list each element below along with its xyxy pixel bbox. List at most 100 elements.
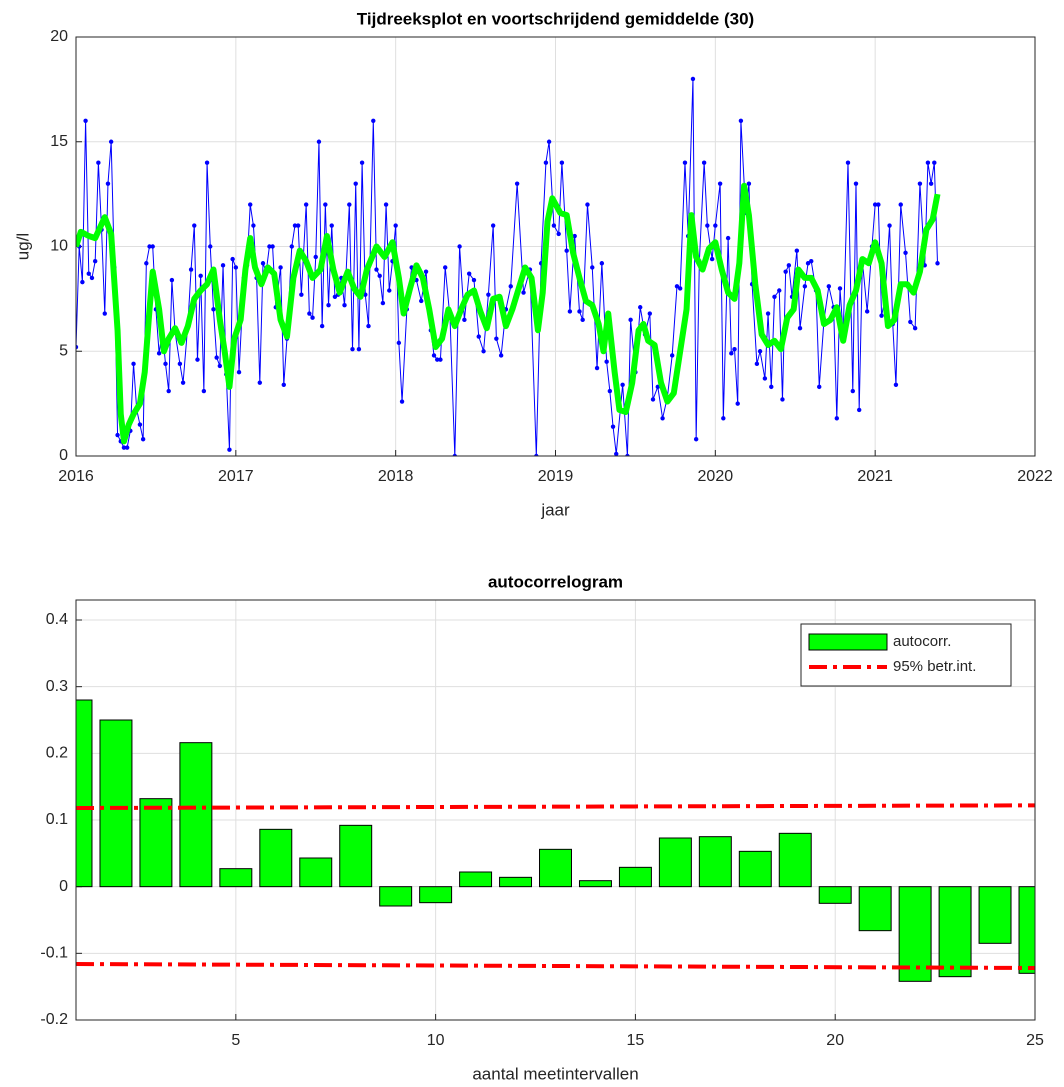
marker (350, 346, 355, 352)
marker (310, 315, 315, 320)
marker (188, 267, 194, 272)
axes-frame (75, 36, 1036, 457)
marker (669, 353, 675, 358)
marker (248, 202, 253, 207)
marker (169, 277, 175, 283)
marker (693, 437, 699, 442)
y-tick-label: 0 (59, 447, 68, 464)
marker (732, 346, 737, 352)
marker (295, 223, 301, 228)
marker (289, 244, 294, 249)
legend-label: autocorr. (893, 633, 951, 650)
marker (864, 309, 870, 314)
marker (180, 380, 186, 385)
marker (374, 267, 379, 272)
marker (908, 319, 913, 325)
marker (932, 160, 937, 165)
marker (607, 388, 613, 394)
marker (204, 160, 210, 165)
marker (772, 294, 777, 299)
marker (610, 424, 616, 429)
marker (925, 160, 931, 165)
marker (177, 361, 183, 367)
marker (590, 265, 595, 270)
marker (556, 231, 561, 237)
marker (80, 279, 85, 285)
marker (303, 202, 309, 207)
marker (251, 223, 256, 228)
marker (347, 202, 352, 207)
marker (898, 202, 903, 207)
marker (233, 265, 239, 270)
marker (115, 432, 120, 438)
marker (366, 323, 371, 329)
line (76, 803, 1035, 810)
marker (76, 344, 79, 350)
marker (757, 349, 763, 354)
marker (682, 160, 688, 165)
marker (777, 288, 782, 293)
marker (393, 223, 398, 228)
x-axis-label: aantal meetintervallen (472, 1064, 638, 1083)
marker (817, 384, 822, 390)
marker (92, 258, 98, 264)
marker (124, 445, 130, 450)
marker (332, 294, 338, 299)
x-tick-label: 10 (427, 1032, 445, 1049)
marker (452, 453, 458, 456)
bar (459, 871, 493, 888)
legend-label: 95% betr.int. (893, 658, 976, 675)
marker (826, 284, 832, 289)
bar (698, 836, 732, 888)
bar (858, 886, 892, 932)
marker (546, 139, 552, 144)
marker (853, 181, 859, 186)
marker (342, 302, 347, 308)
marker (762, 376, 768, 381)
marker (717, 181, 723, 186)
marker (267, 244, 272, 249)
marker (211, 307, 216, 312)
bar (379, 886, 413, 907)
plot-content (76, 699, 1035, 982)
marker (83, 118, 88, 124)
marker (419, 298, 424, 304)
marker (150, 244, 155, 249)
marker (585, 202, 590, 207)
marker (443, 265, 448, 270)
marker (457, 244, 462, 249)
marker (201, 388, 207, 394)
y-tick-label: 0.4 (46, 611, 68, 628)
marker (765, 311, 771, 316)
marker (705, 223, 710, 228)
marker (220, 263, 226, 268)
chart-title: autocorrelogram (488, 572, 623, 591)
marker (299, 292, 304, 297)
marker (614, 451, 619, 456)
marker (837, 286, 843, 291)
y-tick-label: 0 (59, 878, 68, 895)
marker (257, 380, 263, 385)
y-tick-label: 15 (50, 133, 68, 150)
line (76, 962, 1035, 970)
marker (903, 250, 908, 255)
marker (329, 223, 334, 228)
marker (564, 248, 569, 253)
x-tick-label: 25 (1026, 1032, 1044, 1049)
marker (660, 416, 665, 421)
marker (534, 453, 539, 456)
marker (396, 340, 402, 346)
marker (551, 223, 557, 228)
y-tick-label: 10 (50, 238, 68, 255)
marker (725, 235, 731, 241)
marker (195, 357, 200, 362)
marker (377, 273, 382, 279)
marker (625, 453, 630, 456)
legend-box (800, 623, 1012, 687)
legend: autocorr. 95% betr.int. (800, 623, 1012, 687)
marker (769, 384, 774, 390)
marker (96, 160, 101, 165)
plot-content (76, 76, 941, 456)
x-axis-label: jaar (540, 500, 570, 519)
